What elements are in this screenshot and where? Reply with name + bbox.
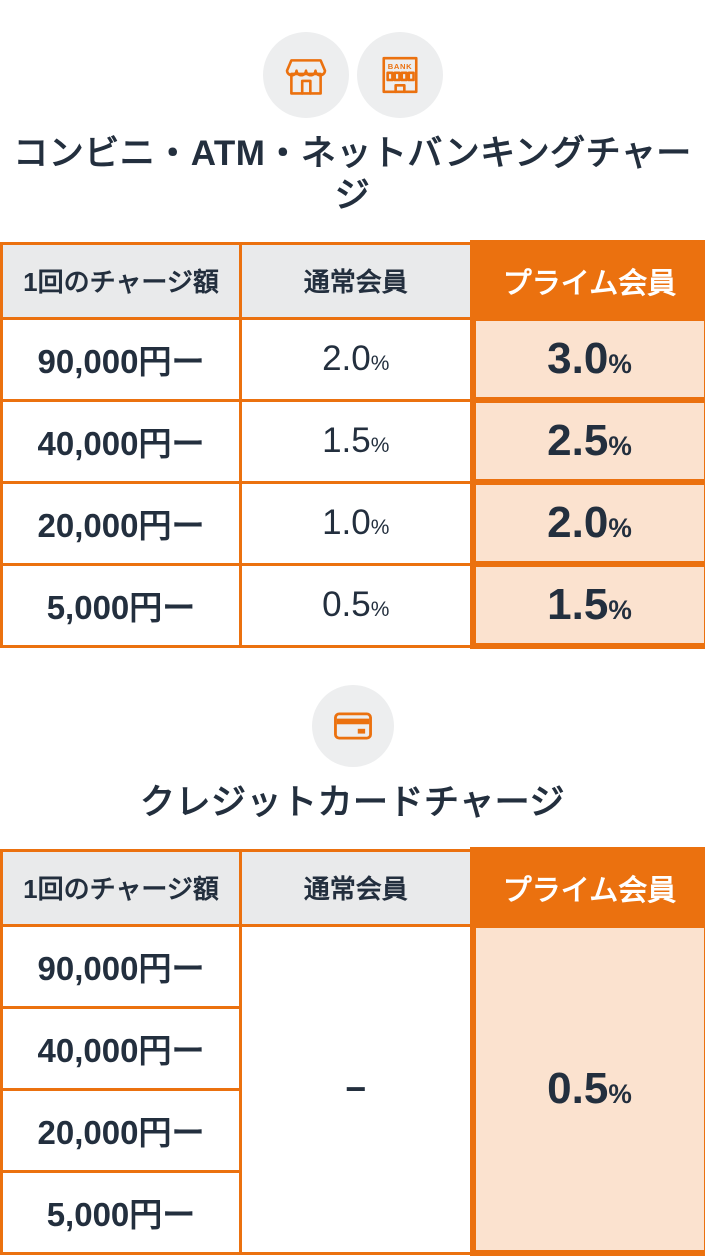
- bank-icon: BANK: [357, 32, 443, 118]
- regular-rate: 2.0%: [241, 318, 473, 400]
- table-row: 40,000円ー 1.5% 2.5%: [2, 400, 705, 482]
- prime-rate: 1.5%: [473, 564, 705, 646]
- credit-card-icon: [312, 685, 394, 767]
- percent-sign: %: [608, 1079, 631, 1109]
- percent-sign: %: [608, 431, 631, 461]
- table-row: 20,000円ー 1.0% 2.0%: [2, 482, 705, 564]
- col-header-prime-member: プライム会員: [473, 243, 705, 318]
- section1-icons: BANK: [0, 0, 705, 118]
- charge-amount: 5,000円ー: [2, 564, 241, 646]
- percent-sign: %: [608, 595, 631, 625]
- charge-amount: 40,000円ー: [2, 1007, 241, 1089]
- col-header-charge-amount: 1回のチャージ額: [2, 243, 241, 318]
- col-header-prime-member: プライム会員: [473, 850, 705, 925]
- store-icon: [263, 32, 349, 118]
- table-header-row: 1回のチャージ額 通常会員 プライム会員: [2, 850, 705, 925]
- percent-sign: %: [371, 516, 390, 539]
- prime-rate: 2.0%: [473, 482, 705, 564]
- charge-amount: 40,000円ー: [2, 400, 241, 482]
- section-credit-card-charge: クレジットカードチャージ 1回のチャージ額 通常会員 プライム会員 90,000…: [0, 649, 705, 1256]
- credit-card-rate-table: 1回のチャージ額 通常会員 プライム会員 90,000円ー − 0.5% 40,…: [0, 847, 705, 1256]
- prime-rate-merged: 0.5%: [473, 925, 705, 1253]
- charge-amount: 90,000円ー: [2, 925, 241, 1007]
- charge-rate-infographic: BANK コンビニ・ATM・ネットバンキングチャージ 1回のチャージ額 通常会員…: [0, 0, 705, 1200]
- section2-title: クレジットカードチャージ: [0, 782, 705, 824]
- percent-sign: %: [371, 352, 390, 375]
- col-header-charge-amount: 1回のチャージ額: [2, 850, 241, 925]
- prime-rate: 3.0%: [473, 318, 705, 400]
- cash-charge-rate-table: 1回のチャージ額 通常会員 プライム会員 90,000円ー 2.0% 3.0% …: [0, 240, 705, 649]
- col-header-regular-member: 通常会員: [241, 243, 473, 318]
- percent-sign: %: [608, 349, 631, 379]
- charge-amount: 20,000円ー: [2, 482, 241, 564]
- section-cash-charge: BANK コンビニ・ATM・ネットバンキングチャージ 1回のチャージ額 通常会員…: [0, 0, 705, 649]
- section2-icons: [0, 649, 705, 767]
- regular-rate: 1.5%: [241, 400, 473, 482]
- regular-rate-merged: −: [241, 925, 473, 1253]
- section1-title: コンビニ・ATM・ネットバンキングチャージ: [0, 133, 705, 217]
- charge-amount: 20,000円ー: [2, 1089, 241, 1171]
- percent-sign: %: [371, 598, 390, 621]
- col-header-regular-member: 通常会員: [241, 850, 473, 925]
- regular-rate: 0.5%: [241, 564, 473, 646]
- regular-rate: 1.0%: [241, 482, 473, 564]
- percent-sign: %: [371, 434, 390, 457]
- percent-sign: %: [608, 513, 631, 543]
- table-row: 90,000円ー 2.0% 3.0%: [2, 318, 705, 400]
- table-row: 90,000円ー − 0.5%: [2, 925, 705, 1007]
- charge-amount: 5,000円ー: [2, 1171, 241, 1253]
- table-header-row: 1回のチャージ額 通常会員 プライム会員: [2, 243, 705, 318]
- table-row: 5,000円ー 0.5% 1.5%: [2, 564, 705, 646]
- prime-rate: 2.5%: [473, 400, 705, 482]
- charge-amount: 90,000円ー: [2, 318, 241, 400]
- bank-icon-label: BANK: [387, 62, 412, 71]
